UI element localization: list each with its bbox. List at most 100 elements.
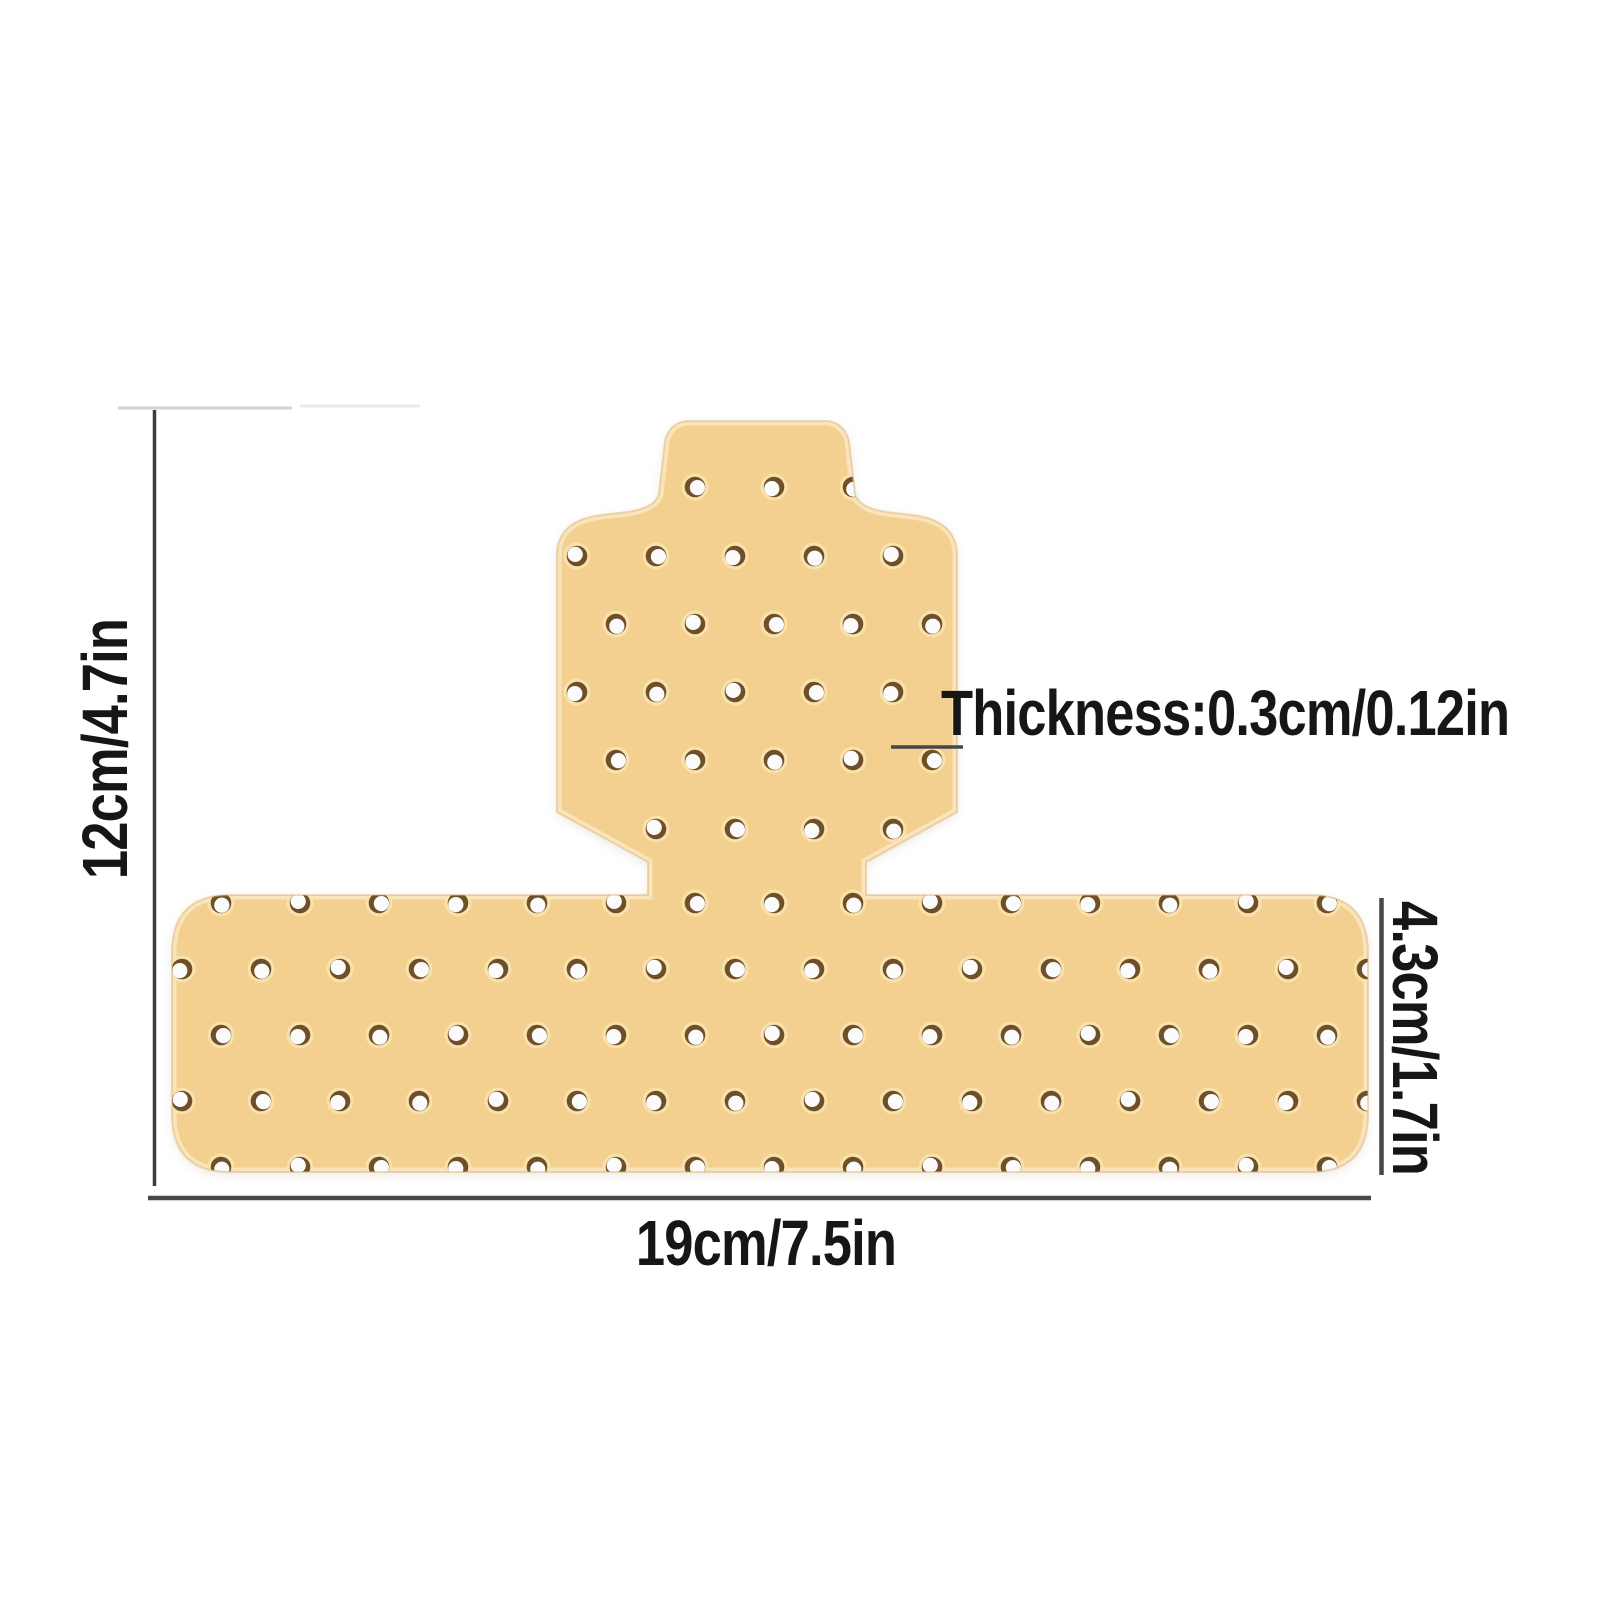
perforation-hole <box>839 746 867 774</box>
perforation-hole <box>1155 1153 1183 1172</box>
perforation-hole <box>1234 889 1262 917</box>
perforation-hole <box>760 473 788 501</box>
perforation-hole <box>1274 955 1302 983</box>
perforation-hole <box>1313 1021 1341 1049</box>
perforation-hole <box>918 746 946 774</box>
perforation-hole <box>523 1153 551 1172</box>
perforation-hole <box>247 1087 275 1115</box>
perforation-hole <box>879 1087 907 1115</box>
perforation-hole <box>721 955 749 983</box>
perforation-hole <box>1037 955 1065 983</box>
perforation-hole <box>800 1087 828 1115</box>
perforation-hole <box>365 1153 393 1172</box>
perforation-hole <box>207 1021 235 1049</box>
perforation-hole <box>444 1021 472 1049</box>
perforation-hole <box>918 610 946 638</box>
perforation-hole <box>997 1153 1025 1172</box>
perforation-hole <box>602 746 630 774</box>
perforation-holes <box>172 473 1368 1172</box>
patch-inner-rim <box>172 421 1368 1172</box>
perforation-hole <box>681 1021 709 1049</box>
perforation-hole <box>997 889 1025 917</box>
perforation-hole <box>563 1087 591 1115</box>
perforation-hole <box>760 1021 788 1049</box>
perforation-hole <box>1037 1087 1065 1115</box>
perforation-hole <box>800 815 828 843</box>
perforation-hole <box>207 1153 235 1172</box>
perforation-hole <box>1313 889 1341 917</box>
perforation-hole <box>839 1153 867 1172</box>
perforation-hole <box>365 889 393 917</box>
width-dimension-label: 19cm/7.5in <box>635 1207 897 1279</box>
perforation-hole <box>721 815 749 843</box>
perforation-hole <box>286 889 314 917</box>
perforation-hole <box>958 955 986 983</box>
perforation-hole <box>1076 1153 1104 1172</box>
perforation-hole <box>721 542 749 570</box>
perforation-hole <box>602 889 630 917</box>
bandage-patch <box>172 421 1368 1172</box>
perforation-hole <box>602 1153 630 1172</box>
perforation-hole <box>326 1087 354 1115</box>
perforation-hole <box>523 889 551 917</box>
perforation-hole <box>800 955 828 983</box>
perforation-hole <box>1076 889 1104 917</box>
perforation-hole <box>563 955 591 983</box>
perforation-hole <box>247 955 275 983</box>
height-dimension-label: 12cm/4.7in <box>69 618 141 880</box>
perforation-hole <box>918 1153 946 1172</box>
perforation-hole <box>642 1087 670 1115</box>
perforation-hole <box>444 889 472 917</box>
perforation-hole <box>879 678 907 706</box>
perforation-hole <box>760 746 788 774</box>
perforation-hole <box>1274 1087 1302 1115</box>
perforation-hole <box>1195 955 1223 983</box>
perforation-hole <box>1234 1021 1262 1049</box>
perforation-hole <box>839 610 867 638</box>
perforation-hole <box>721 678 749 706</box>
perforation-hole <box>800 678 828 706</box>
perforation-hole <box>879 955 907 983</box>
perforation-hole <box>642 542 670 570</box>
perforation-hole <box>681 746 709 774</box>
perforation-hole <box>172 955 196 983</box>
perforation-hole <box>879 815 907 843</box>
perforation-hole <box>918 889 946 917</box>
bar-height-dimension-label: 4.3cm/1.7in <box>1379 901 1451 1175</box>
perforation-hole <box>800 542 828 570</box>
perforation-hole <box>1353 955 1368 983</box>
perforation-hole <box>207 889 235 917</box>
perforation-hole <box>681 1153 709 1172</box>
thickness-label: Thickness:0.3cm/0.12in <box>941 677 1510 749</box>
perforation-hole <box>286 1153 314 1172</box>
perforation-hole <box>326 955 354 983</box>
perforation-hole <box>484 1087 512 1115</box>
perforation-hole <box>563 542 591 570</box>
perforation-hole <box>1234 1153 1262 1172</box>
perforation-hole <box>958 1087 986 1115</box>
perforation-hole <box>405 1087 433 1115</box>
perforation-hole <box>563 678 591 706</box>
perforation-hole <box>642 815 670 843</box>
perforation-hole <box>1353 1087 1368 1115</box>
perforation-hole <box>484 955 512 983</box>
perforation-hole <box>642 955 670 983</box>
perforation-hole <box>602 610 630 638</box>
perforation-hole <box>760 889 788 917</box>
perforation-hole <box>760 610 788 638</box>
perforation-hole <box>1155 1021 1183 1049</box>
perforation-hole <box>642 678 670 706</box>
perforation-hole <box>721 1087 749 1115</box>
perforation-hole <box>681 889 709 917</box>
perforation-hole <box>1116 1087 1144 1115</box>
perforation-hole <box>681 610 709 638</box>
perforation-hole <box>444 1153 472 1172</box>
perforation-hole <box>997 1021 1025 1049</box>
perforation-hole <box>1076 1021 1104 1049</box>
perforation-hole <box>760 1153 788 1172</box>
perforation-hole <box>523 1021 551 1049</box>
patch-outline <box>171 420 1369 1173</box>
perforation-hole <box>1116 955 1144 983</box>
